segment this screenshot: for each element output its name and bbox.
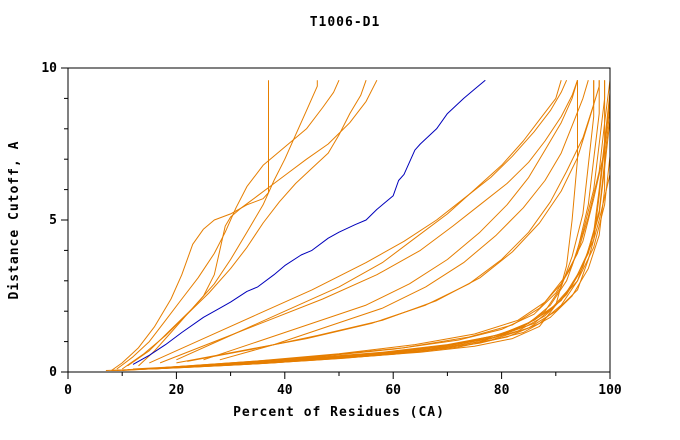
y-tick-label: 0 [49, 365, 57, 380]
model-curve [176, 80, 562, 361]
model-curve [176, 80, 595, 364]
model-curve [105, 80, 611, 371]
chart-title: T1006-D1 [310, 15, 381, 30]
x-tick-label: 80 [494, 383, 510, 398]
x-tick-label: 20 [169, 383, 185, 398]
x-axis-label: Percent of Residues (CA) [233, 405, 445, 420]
model-curve [116, 79, 340, 370]
x-tick-label: 60 [385, 383, 401, 398]
model-curve [203, 80, 578, 361]
model-curve [154, 80, 611, 370]
model-curve [187, 80, 600, 362]
axis-ticks: 0 20 40 60 80 100 0 5 10 [41, 61, 622, 398]
model-curve [138, 79, 378, 367]
x-tick-label: 100 [598, 383, 622, 398]
model-curve [159, 80, 578, 364]
model-curve [132, 80, 600, 370]
plot-series [105, 79, 611, 371]
model-curve [121, 80, 367, 370]
model-curve [160, 80, 611, 369]
model-curve [127, 80, 611, 371]
y-axis-label: Distance Cutoff, A [7, 141, 22, 300]
y-tick-label: 10 [41, 61, 57, 76]
model-curve [165, 80, 611, 368]
model-curve [111, 80, 269, 371]
model-curve [138, 80, 611, 370]
model-curve [149, 79, 568, 364]
x-tick-label: 40 [277, 383, 293, 398]
highlighted-curve [132, 79, 486, 365]
y-tick-label: 5 [49, 213, 57, 228]
plot-frame [67, 67, 611, 373]
model-curve [127, 80, 318, 367]
model-curve [219, 80, 589, 361]
x-tick-label: 0 [64, 383, 72, 398]
model-curve [111, 80, 611, 371]
